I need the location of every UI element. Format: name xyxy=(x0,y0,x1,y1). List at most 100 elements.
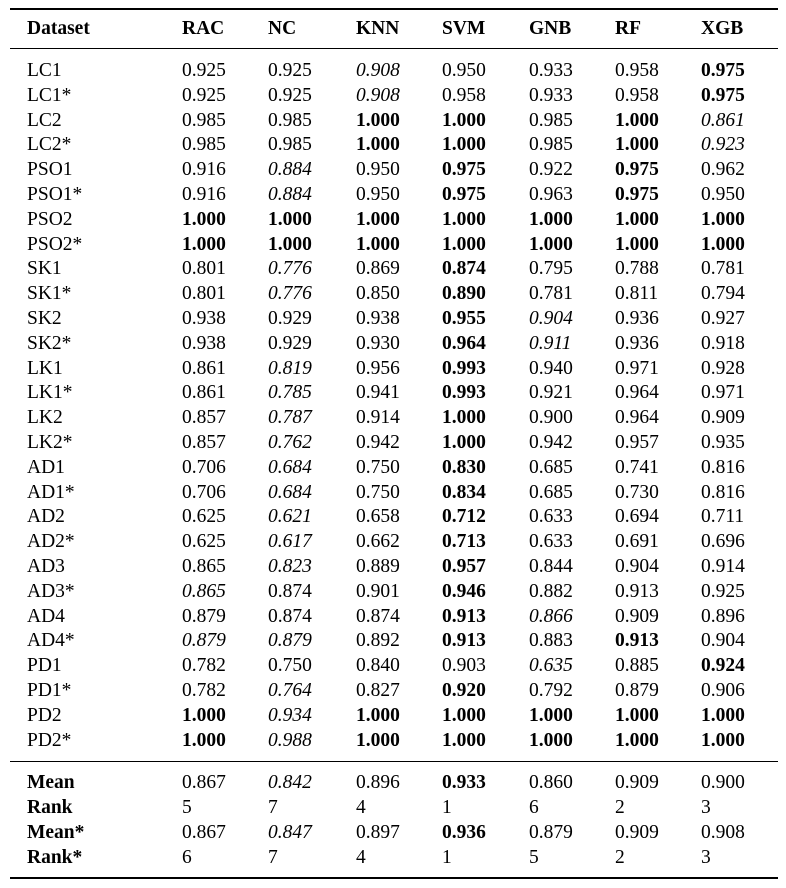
dataset-cell: LK1 xyxy=(27,357,63,379)
value-cell: 0.781 xyxy=(701,258,745,280)
value-cell: 0.816 xyxy=(701,481,745,503)
value-cell: 0.879 xyxy=(182,630,226,652)
value-cell: 0.925 xyxy=(182,84,226,106)
table-body: LC1 0.925 0.925 0.908 0.950 0.933 0.958 0.975 LC… xyxy=(10,49,778,762)
value-cell: 0.993 xyxy=(442,357,486,379)
value-cell: 0.913 xyxy=(442,630,486,652)
value-cell: 0.635 xyxy=(529,655,573,677)
value-cell: 0.879 xyxy=(615,679,659,701)
value-cell: 0.897 xyxy=(356,821,400,843)
value-cell: 0.925 xyxy=(701,580,745,602)
value-cell: 0.975 xyxy=(442,159,486,181)
value-cell: 0.963 xyxy=(529,183,573,205)
value-cell: 0.933 xyxy=(529,60,573,81)
value-cell: 0.985 xyxy=(529,134,573,156)
summary-body: Mean 0.867 0.842 0.896 0.933 0.860 0.909 0.900 R… xyxy=(10,761,778,879)
value-cell: 5 xyxy=(182,797,192,819)
value-cell: 0.975 xyxy=(442,183,486,205)
value-cell: 1.000 xyxy=(182,704,226,726)
value-cell: 0.962 xyxy=(701,159,745,181)
dataset-cell: AD3* xyxy=(27,580,75,602)
summary-row: Mean 0.867 0.842 0.896 0.933 0.860 0.909 0.900 xyxy=(10,761,778,797)
value-cell: 0.971 xyxy=(615,357,659,379)
value-cell: 0.913 xyxy=(615,580,659,602)
value-cell: 0.916 xyxy=(182,159,226,181)
value-cell: 1.000 xyxy=(356,109,400,131)
value-cell: 0.942 xyxy=(529,431,573,453)
dataset-cell: AD2* xyxy=(27,531,75,553)
value-cell: 0.750 xyxy=(356,456,400,478)
value-cell: 0.957 xyxy=(442,555,486,577)
value-cell: 3 xyxy=(701,797,711,819)
value-cell: 0.985 xyxy=(182,134,226,156)
value-cell: 0.764 xyxy=(268,679,312,701)
summary-label-cell: Mean xyxy=(10,761,182,797)
summary-row: Rank* 6 7 4 1 5 2 3 xyxy=(10,845,778,879)
value-cell: 1.000 xyxy=(615,233,659,255)
value-cell: 0.975 xyxy=(701,84,745,106)
value-cell: 0.885 xyxy=(615,655,659,677)
table-row: LK1* 0.861 0.785 0.941 0.993 0.921 0.964 0.971 xyxy=(10,381,778,406)
value-cell: 0.901 xyxy=(356,580,400,602)
value-cell: 0.889 xyxy=(356,555,400,577)
table-row: PD2 1.000 0.934 1.000 1.000 1.000 1.000 1.000 xyxy=(10,704,778,729)
value-cell: 1.000 xyxy=(442,208,486,230)
value-cell: 1.000 xyxy=(615,208,659,230)
value-cell: 0.874 xyxy=(356,605,400,627)
value-cell: 0.865 xyxy=(182,555,226,577)
summary-label-cell: Rank* xyxy=(10,845,182,879)
value-cell: 0.921 xyxy=(529,382,573,404)
dataset-cell: AD1 xyxy=(27,456,65,478)
value-cell: 0.933 xyxy=(442,761,529,797)
value-cell: 0.684 xyxy=(268,456,312,478)
value-cell: 1.000 xyxy=(356,704,400,726)
table-row: SK1* 0.801 0.776 0.850 0.890 0.781 0.811 0.794 xyxy=(10,282,778,307)
value-cell: 0.819 xyxy=(268,357,312,379)
value-cell: 0.975 xyxy=(701,60,745,81)
table-row: LC1 0.925 0.925 0.908 0.950 0.933 0.958 0.975 xyxy=(10,49,778,84)
value-cell: 0.985 xyxy=(529,109,573,131)
value-cell: 0.993 xyxy=(442,382,486,404)
value-cell: 0.964 xyxy=(442,332,486,354)
value-cell: 1 xyxy=(442,845,529,879)
value-cell: 0.908 xyxy=(701,821,745,843)
value-cell: 0.890 xyxy=(442,283,486,305)
value-cell: 0.911 xyxy=(529,332,572,354)
value-cell: 0.750 xyxy=(356,481,400,503)
value-cell: 1.000 xyxy=(442,431,486,453)
value-cell: 0.892 xyxy=(356,630,400,652)
table-row: PD1 0.782 0.750 0.840 0.903 0.635 0.885 0.924 xyxy=(10,654,778,679)
value-cell: 0.827 xyxy=(356,679,400,701)
header-gnb: GNB xyxy=(529,8,615,49)
value-cell: 0.874 xyxy=(268,605,312,627)
value-cell: 0.621 xyxy=(268,506,312,528)
dataset-cell: LK2* xyxy=(27,431,73,453)
dataset-cell: PD1* xyxy=(27,679,72,701)
table-row: SK2* 0.938 0.929 0.930 0.964 0.911 0.936 0.918 xyxy=(10,332,778,357)
results-table: Dataset RAC NC KNN SVM GNB RF XGB LC1 0.9… xyxy=(10,8,778,879)
value-cell: 0.938 xyxy=(182,332,226,354)
dataset-cell: SK1 xyxy=(27,258,62,280)
value-cell: 0.691 xyxy=(615,531,659,553)
value-cell: 0.955 xyxy=(442,307,486,329)
value-cell: 0.938 xyxy=(356,307,400,329)
value-cell: 0.625 xyxy=(182,506,226,528)
dataset-cell: LC1* xyxy=(27,84,72,106)
value-cell: 0.884 xyxy=(268,159,312,181)
value-cell: 0.930 xyxy=(356,332,400,354)
value-cell: 0.781 xyxy=(529,283,573,305)
value-cell: 0.909 xyxy=(615,761,701,797)
value-cell: 0.874 xyxy=(268,580,312,602)
value-cell: 0.964 xyxy=(615,382,659,404)
value-cell: 0.782 xyxy=(182,655,226,677)
value-cell: 0.883 xyxy=(529,630,573,652)
value-cell: 0.916 xyxy=(182,183,226,205)
value-cell: 0.896 xyxy=(356,761,442,797)
value-cell: 0.696 xyxy=(701,531,745,553)
dataset-cell: AD1* xyxy=(27,481,75,503)
header-dataset: Dataset xyxy=(10,8,182,49)
value-cell: 0.936 xyxy=(615,332,659,354)
value-cell: 0.936 xyxy=(615,307,659,329)
value-cell: 0.950 xyxy=(701,183,745,205)
value-cell: 1.000 xyxy=(442,704,486,726)
